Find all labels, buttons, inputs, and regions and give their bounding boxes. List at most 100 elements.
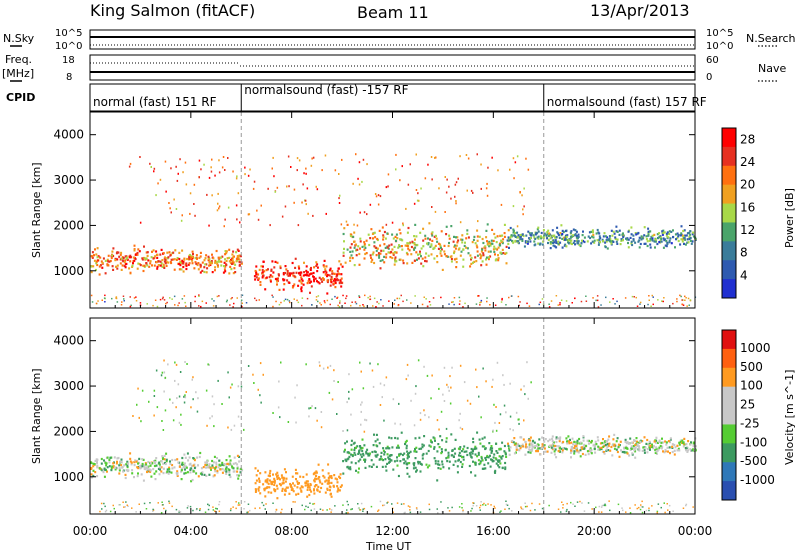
range-gate-cell <box>417 257 420 260</box>
range-gate-cell <box>330 476 333 480</box>
range-gate-cell <box>526 505 528 508</box>
range-gate-cell <box>294 257 297 260</box>
range-gate-cell <box>649 230 652 233</box>
range-gate-cell <box>428 416 430 419</box>
range-gate-cell <box>334 281 337 285</box>
range-gate-cell <box>315 478 318 481</box>
range-gate-cell <box>343 247 345 250</box>
colorbar-swatch <box>722 424 736 444</box>
range-gate-cell <box>307 274 310 277</box>
range-gate-cell <box>382 234 385 237</box>
range-gate-cell <box>106 466 109 469</box>
range-gate-cell <box>101 469 104 472</box>
range-gate-cell <box>198 256 201 259</box>
range-gate-cell <box>620 449 622 452</box>
range-gate-cell <box>288 492 291 495</box>
range-gate-cell <box>428 503 430 506</box>
range-gate-cell <box>122 256 125 260</box>
range-gate-cell <box>431 441 433 444</box>
range-gate-cell <box>379 404 382 406</box>
range-gate-cell <box>398 228 401 231</box>
range-gate-cell <box>664 448 667 452</box>
range-gate-cell <box>538 503 541 505</box>
range-gate-cell <box>424 177 427 180</box>
range-gate-cell <box>498 422 501 424</box>
range-gate-cell <box>394 258 397 261</box>
range-gate-cell <box>199 251 202 254</box>
range-gate-cell <box>436 255 439 258</box>
range-gate-cell <box>657 503 660 505</box>
range-gate-cell <box>341 265 344 268</box>
range-gate-cell <box>653 233 656 236</box>
range-gate-cell <box>212 509 215 511</box>
range-gate-cell <box>484 249 487 252</box>
range-gate-cell <box>493 505 495 508</box>
range-gate-cell <box>339 279 342 282</box>
range-gate-cell <box>161 420 163 422</box>
range-gate-cell <box>350 453 353 456</box>
range-gate-cell <box>442 393 444 396</box>
range-gate-cell <box>104 510 107 513</box>
range-gate-cell <box>95 253 98 256</box>
range-gate-cell <box>229 459 232 462</box>
nave-label: Nave <box>758 62 786 75</box>
range-gate-cell <box>382 305 384 307</box>
range-gate-cell <box>380 299 382 301</box>
range-gate-cell <box>465 237 468 240</box>
y-tick-label: 2000 <box>53 424 84 438</box>
range-gate-cell <box>629 236 632 239</box>
range-gate-cell <box>181 461 184 464</box>
range-gate-cell <box>375 455 378 458</box>
range-gate-cell <box>395 260 398 263</box>
range-gate-cell <box>159 264 162 267</box>
range-gate-cell <box>232 170 234 173</box>
range-gate-cell <box>206 424 208 427</box>
range-gate-cell <box>131 264 134 267</box>
range-gate-cell <box>95 262 98 265</box>
range-gate-cell <box>190 480 193 483</box>
range-gate-cell <box>145 262 148 265</box>
colorbar-swatch <box>722 348 736 369</box>
range-gate-cell <box>455 261 458 264</box>
range-gate-cell <box>178 511 180 513</box>
range-gate-cell <box>322 278 325 281</box>
range-gate-cell <box>500 510 502 512</box>
range-gate-cell <box>225 263 228 266</box>
range-gate-cell <box>273 489 276 492</box>
nave-tick-top: 60 <box>706 55 719 66</box>
range-gate-cell <box>231 383 233 386</box>
range-gate-cell <box>661 437 663 440</box>
range-gate-cell <box>638 445 640 448</box>
range-gate-cell <box>327 463 330 466</box>
range-gate-cell <box>544 438 547 441</box>
range-gate-cell <box>418 461 421 464</box>
range-gate-cell <box>470 262 473 265</box>
range-gate-cell <box>265 486 268 489</box>
range-gate-cell <box>182 270 185 273</box>
range-gate-cell <box>569 239 572 243</box>
range-gate-cell <box>474 453 477 456</box>
range-gate-cell <box>499 448 502 451</box>
range-gate-cell <box>124 473 127 476</box>
range-gate-cell <box>496 248 499 251</box>
range-gate-cell <box>484 456 487 460</box>
range-gate-cell <box>459 446 462 449</box>
range-gate-cell <box>183 465 185 468</box>
range-gate-cell <box>341 158 343 161</box>
range-gate-cell <box>170 261 173 265</box>
range-gate-cell <box>237 192 240 195</box>
range-gate-cell <box>551 437 554 440</box>
range-gate-cell <box>284 271 286 275</box>
range-gate-cell <box>521 445 524 448</box>
range-gate-cell <box>478 295 480 297</box>
range-gate-cell <box>116 267 119 270</box>
range-gate-cell <box>561 246 564 249</box>
range-gate-cell <box>649 246 652 249</box>
range-gate-cell <box>337 488 340 492</box>
range-gate-cell <box>123 261 126 264</box>
range-gate-cell <box>311 157 313 160</box>
range-gate-cell <box>120 304 123 306</box>
range-gate-cell <box>159 298 162 301</box>
range-gate-cell <box>485 187 488 190</box>
range-gate-cell <box>175 208 178 210</box>
